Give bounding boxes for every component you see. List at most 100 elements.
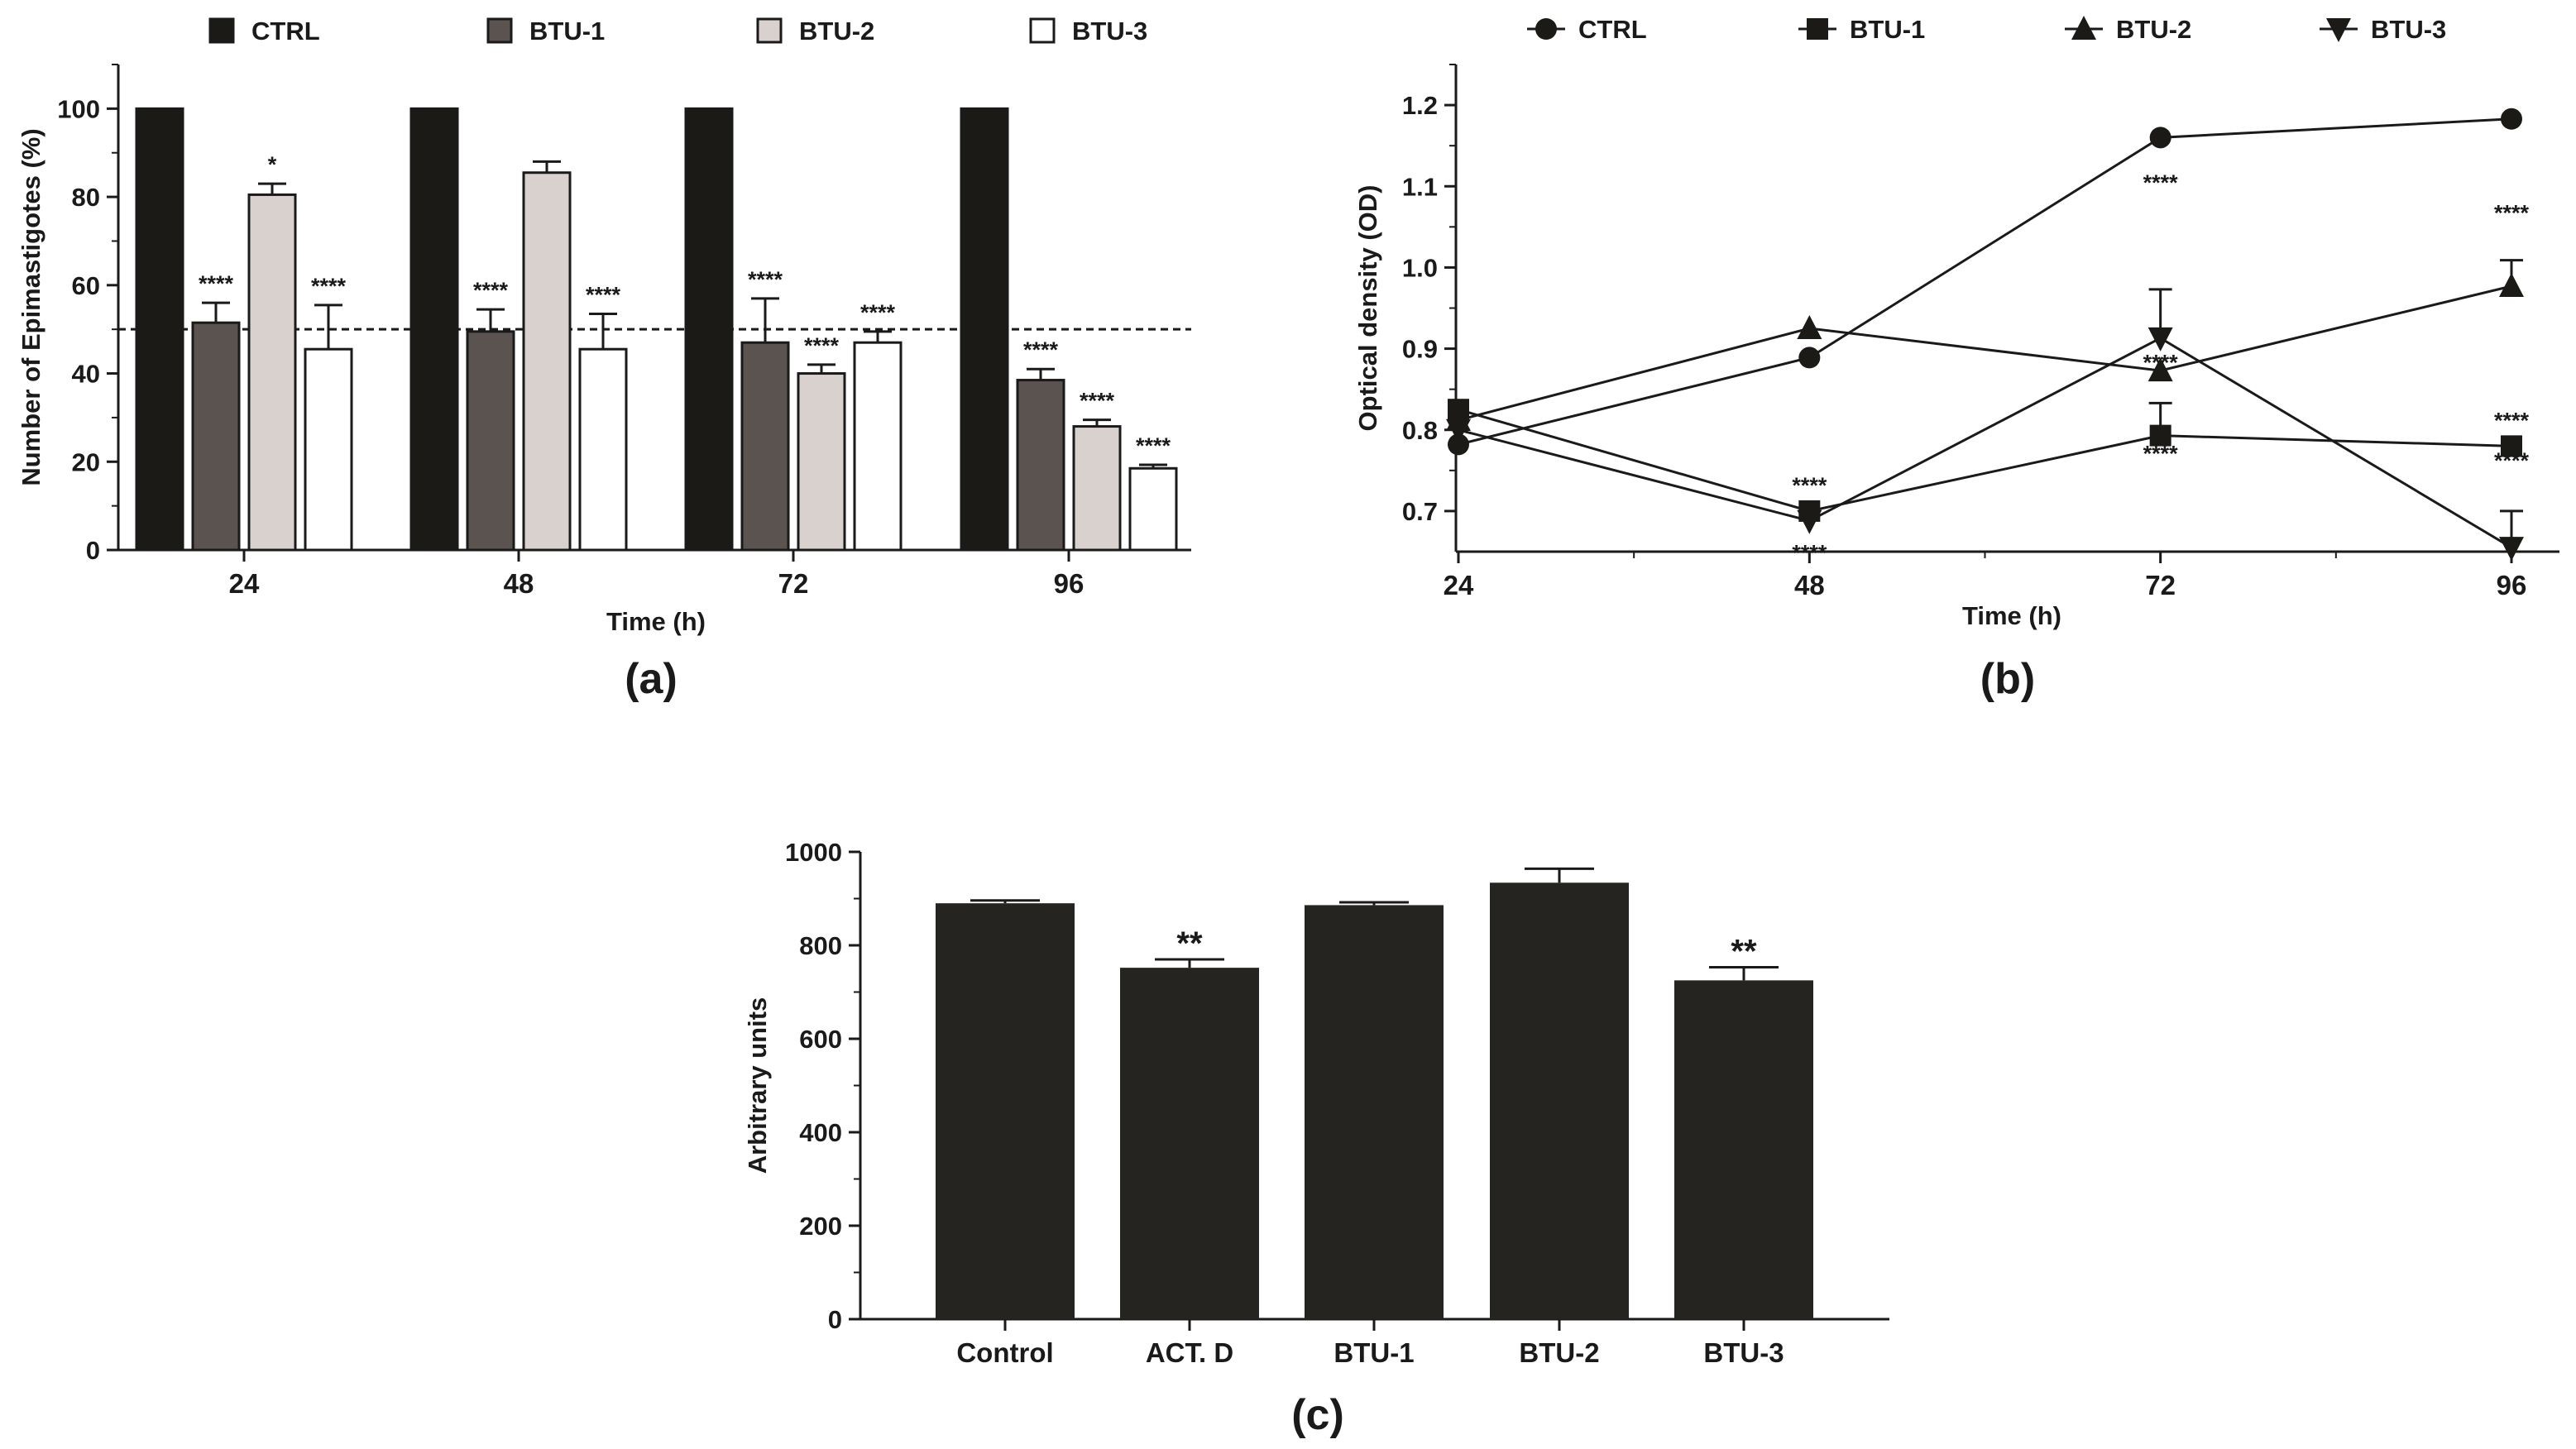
line-b-ctrl (1458, 117, 2512, 446)
legend-label-b-btu-2: BTU-2 (2116, 15, 2191, 44)
significance-label-a: **** (199, 271, 234, 296)
x-axis-title-a: Time (h) (606, 607, 706, 636)
significance-label-b: **** (1792, 541, 1827, 566)
y-tick-label-a: 100 (57, 94, 100, 123)
significance-label-a: **** (860, 300, 896, 325)
x-tick-label-c: Control (956, 1337, 1053, 1368)
y-tick-label-c: 1000 (785, 838, 842, 867)
x-tick-label-b: 24 (1444, 570, 1474, 600)
bar-a-btu-2-24 (247, 193, 297, 552)
bar-a-btu-1-72 (740, 341, 790, 552)
y-tick-label-c: 800 (799, 931, 842, 960)
point-b-btu-3-72 (2147, 327, 2173, 351)
y-axis-title-c: Arbitrary units (743, 997, 772, 1174)
significance-label-b: **** (2143, 170, 2179, 195)
legend-label-b-btu-1: BTU-1 (1850, 15, 1925, 44)
y-tick-label-c: 0 (828, 1305, 842, 1334)
bar-c-btu-2 (1490, 882, 1629, 1319)
panel-label-c: (c) (1291, 1391, 1344, 1439)
x-tick-label-a: 24 (229, 568, 260, 599)
bar-c-btu-3 (1674, 980, 1813, 1319)
legend-label-b-ctrl: CTRL (1578, 15, 1647, 44)
legend-label-a-btu-3: BTU-3 (1072, 17, 1147, 45)
x-tick-label-a: 72 (778, 568, 809, 599)
significance-label-a: **** (804, 333, 840, 358)
bar-a-btu-1-96 (1016, 379, 1065, 552)
point-b-btu-3-96 (2499, 537, 2524, 562)
significance-label-b: **** (1792, 473, 1827, 498)
y-tick-label-b: 1.1 (1402, 172, 1438, 201)
significance-label-b: **** (2143, 350, 2179, 375)
y-tick-label-a: 60 (72, 271, 100, 300)
panel-label-b: (b) (1980, 655, 2035, 703)
point-b-btu-3-24 (1446, 418, 1471, 443)
x-tick-label-c: BTU-2 (1519, 1337, 1599, 1368)
y-axis-title-a: Number of Epimastigotes (%) (17, 128, 45, 485)
bar-c-control (936, 903, 1075, 1319)
point-b-btu-2-72 (2147, 357, 2173, 382)
y-tick-label-c: 600 (799, 1025, 842, 1054)
chart-b: 0.7 0.8 0.9 1.0 1.1 1.2 Optical density (OD) 24… (1353, 15, 2559, 630)
bar-a-btu-1-24 (191, 321, 241, 552)
significance-label-c: ** (1176, 925, 1203, 962)
x-axis-title-b: Time (h) (1962, 601, 2061, 630)
significance-label-a: **** (311, 274, 347, 299)
bar-a-btu-3-72 (853, 341, 903, 552)
point-b-ctrl-96 (2501, 108, 2522, 130)
bar-c-act-d (1120, 968, 1259, 1319)
legend-marker-b-ctrl (1535, 18, 1557, 40)
legend-swatch-a-btu-3 (1029, 17, 1056, 44)
bar-a-ctrl-48 (409, 107, 459, 552)
legend-swatch-a-btu-1 (486, 17, 513, 44)
point-b-ctrl-72 (2149, 127, 2171, 149)
legend-marker-b-btu-1 (1807, 18, 1828, 40)
y-tick-label-a: 80 (72, 183, 100, 212)
x-tick-label-a: 48 (504, 568, 534, 599)
legend-label-a-btu-2: BTU-2 (799, 17, 874, 45)
y-axis-title-b: Optical density (OD) (1353, 185, 1382, 432)
significance-label-c: ** (1731, 934, 1757, 970)
y-tick-label-b: 0.7 (1402, 497, 1438, 526)
line-b-btu-3 (1458, 337, 2512, 549)
point-b-btu-1-96 (2501, 435, 2522, 457)
legend-swatch-a-btu-2 (756, 17, 783, 44)
bar-a-ctrl-24 (135, 107, 184, 552)
x-tick-label-b: 72 (2145, 570, 2176, 600)
bar-c-btu-1 (1305, 905, 1444, 1319)
significance-label-a: **** (586, 283, 621, 308)
bar-a-btu-2-48 (522, 171, 572, 552)
x-tick-label-c: BTU-1 (1333, 1337, 1414, 1368)
y-tick-label-b: 1.0 (1402, 253, 1438, 282)
y-tick-label-c: 200 (799, 1212, 842, 1241)
bar-a-btu-2-72 (797, 372, 846, 552)
significance-label-a: * (268, 152, 277, 177)
panel-label-a: (a) (625, 655, 678, 703)
significance-label-b: **** (2494, 448, 2530, 473)
point-b-btu-3-48 (1797, 509, 1822, 534)
significance-label-b: **** (2494, 201, 2530, 226)
bar-a-ctrl-72 (684, 107, 734, 552)
significance-label-a: **** (748, 267, 783, 292)
significance-label-b: **** (2143, 441, 2179, 466)
line-b-btu-1 (1458, 408, 2512, 513)
x-tick-label-c: ACT. D (1146, 1337, 1233, 1368)
legend-label-b-btu-3: BTU-3 (2371, 15, 2446, 44)
chart-a: 0 20 40 60 80 100 Number of Epimastigotes (%) T… (17, 17, 1191, 636)
point-b-ctrl-24 (1448, 433, 1469, 456)
legend-marker-b-btu-3 (2326, 18, 2351, 42)
point-b-ctrl-48 (1798, 347, 1821, 369)
x-tick-label-c: BTU-3 (1703, 1337, 1784, 1368)
y-tick-label-b: 0.9 (1402, 335, 1438, 364)
bar-a-btu-1-48 (466, 330, 515, 552)
y-tick-label-b: 1.2 (1402, 91, 1438, 120)
x-tick-label-b: 48 (1794, 570, 1825, 600)
bar-a-btu-3-24 (304, 347, 353, 552)
y-tick-label-a: 40 (72, 360, 100, 389)
point-b-btu-2-96 (2499, 272, 2524, 297)
point-b-btu-1-72 (2149, 424, 2171, 447)
chart-c: 0 200 400 600 800 1000 Arbitrary units Control A… (743, 838, 1889, 1368)
point-b-btu-2-48 (1797, 315, 1822, 340)
legend-swatch-a-ctrl (208, 17, 235, 44)
significance-label-b: **** (2494, 408, 2530, 433)
